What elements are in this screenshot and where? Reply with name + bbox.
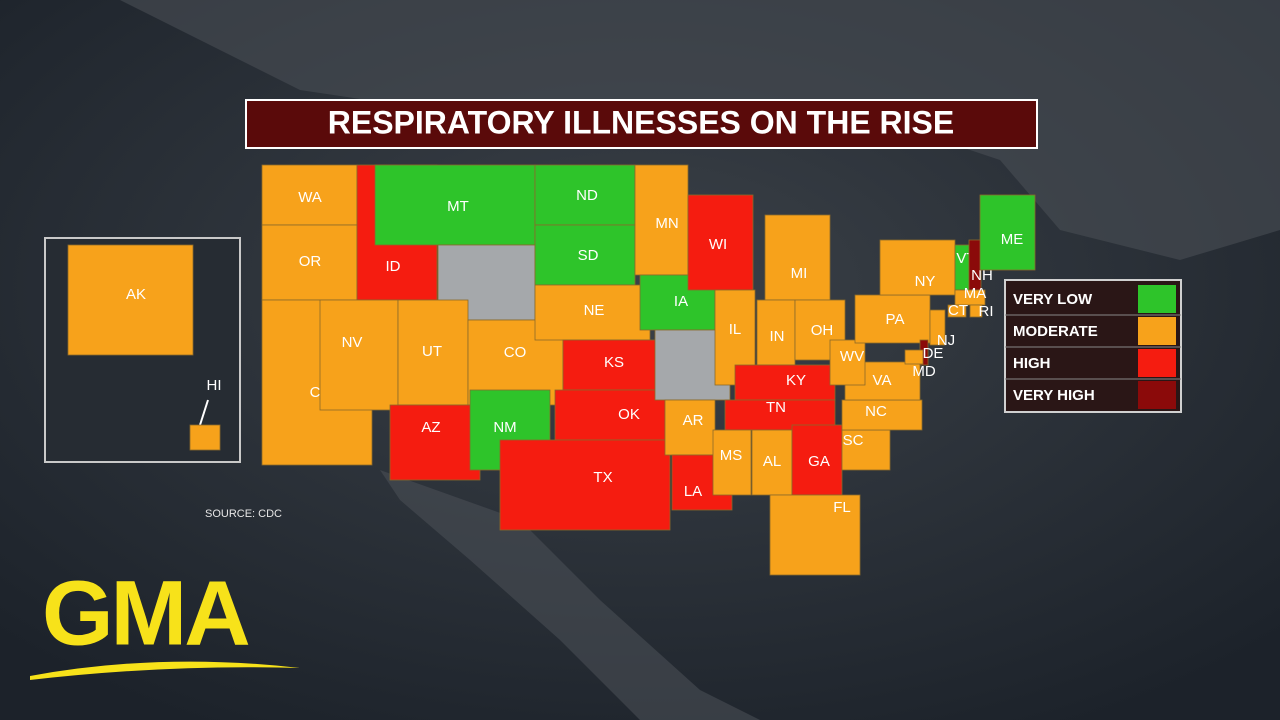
state-label: FL xyxy=(833,499,851,516)
state xyxy=(904,349,924,365)
state-label: IN xyxy=(770,328,785,345)
state xyxy=(67,244,194,356)
state-label: OK xyxy=(618,406,640,423)
state xyxy=(712,429,752,496)
state xyxy=(664,399,716,456)
state xyxy=(634,164,689,276)
state-label: LA xyxy=(684,483,702,500)
state-label: RI xyxy=(979,303,994,320)
state-label: WV xyxy=(840,348,864,365)
state-label: MI xyxy=(791,265,808,282)
state-label: IL xyxy=(729,321,742,338)
state xyxy=(397,299,469,406)
state xyxy=(534,284,651,341)
state-label: CT xyxy=(948,302,968,319)
state-label: VA xyxy=(873,372,892,389)
state xyxy=(374,164,536,246)
legend-swatch xyxy=(1138,317,1176,345)
state-label: ND xyxy=(576,187,598,204)
state-label: MA xyxy=(964,285,987,302)
state-label: ID xyxy=(386,258,401,275)
state-label: KY xyxy=(786,372,806,389)
land-mexico xyxy=(380,470,760,720)
state-label: KS xyxy=(604,354,624,371)
state xyxy=(879,239,956,296)
state-label: NH xyxy=(971,267,993,284)
state xyxy=(979,194,1036,271)
state-label: AZ xyxy=(421,419,440,436)
state-label: CO xyxy=(504,344,527,361)
state-label: NM xyxy=(493,419,516,436)
state xyxy=(554,389,666,441)
state-label: AK xyxy=(126,286,146,303)
state xyxy=(769,494,861,576)
state-label: NC xyxy=(865,403,887,420)
state-label: WI xyxy=(709,236,727,253)
state xyxy=(829,339,866,386)
state xyxy=(261,224,358,301)
title-box xyxy=(245,99,1038,149)
state xyxy=(929,309,946,346)
hi-pointer xyxy=(199,399,209,426)
legend: VERY LOW MODERATE HIGH VERY HIGH xyxy=(1004,279,1182,413)
state-label: PA xyxy=(886,311,905,328)
logo-swoosh xyxy=(30,661,300,680)
state xyxy=(841,429,891,471)
state-label: AL xyxy=(763,453,781,470)
state-label: MN xyxy=(655,215,678,232)
state xyxy=(969,304,983,318)
logo: GMA xyxy=(42,562,249,664)
title: RESPIRATORY ILLNESSES ON THE RISE xyxy=(328,104,954,140)
state-label: UT xyxy=(422,343,442,360)
state-label: ME xyxy=(1001,231,1024,248)
state-label: IA xyxy=(674,293,688,310)
state-label: SD xyxy=(578,247,599,264)
state xyxy=(947,304,967,318)
state-label: MS xyxy=(720,447,743,464)
state xyxy=(319,299,399,411)
legend-swatch xyxy=(1138,349,1176,377)
state xyxy=(764,214,831,301)
state-label: NJ xyxy=(937,332,955,349)
state xyxy=(854,294,931,344)
state-label: MT xyxy=(447,198,469,215)
land-north xyxy=(120,0,1280,260)
state-label: TN xyxy=(766,399,786,416)
state xyxy=(389,404,481,481)
state-label: NE xyxy=(584,302,605,319)
state xyxy=(687,194,754,291)
state-label: WA xyxy=(298,189,322,206)
state-label: GA xyxy=(808,453,830,470)
state-label: OH xyxy=(811,322,834,339)
state-label: HI xyxy=(207,377,222,394)
legend-swatch xyxy=(1138,381,1176,409)
legend-label: VERY LOW xyxy=(1013,291,1093,308)
state-label: TX xyxy=(593,469,612,486)
state-label: NY xyxy=(915,273,936,290)
state xyxy=(534,164,636,226)
source: SOURCE: CDC xyxy=(205,508,282,520)
legend-label: MODERATE xyxy=(1013,323,1098,340)
state xyxy=(499,439,671,531)
state-label: AR xyxy=(683,412,704,429)
state-label: DE xyxy=(923,345,944,362)
state xyxy=(562,339,664,391)
state-label: MD xyxy=(912,363,935,380)
state xyxy=(734,364,836,401)
legend-label: VERY HIGH xyxy=(1013,387,1095,404)
legend-label: HIGH xyxy=(1013,355,1051,372)
legend-swatch xyxy=(1138,285,1176,313)
state-label: NV xyxy=(342,334,363,351)
state-label: SC xyxy=(843,432,864,449)
state xyxy=(189,424,221,451)
state-label: OR xyxy=(299,253,322,270)
states: WAORCAIDNVMTUTCOAZNMNDSDNEKSOKTXMNIAARLA… xyxy=(67,164,1036,576)
